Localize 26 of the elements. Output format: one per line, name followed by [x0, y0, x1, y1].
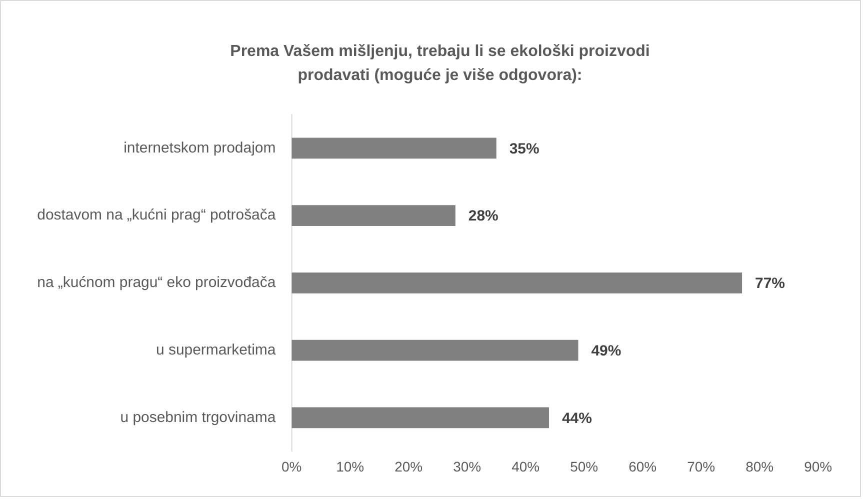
bar	[292, 205, 456, 226]
x-tick-label: 70%	[687, 458, 716, 475]
x-tick-label: 80%	[746, 458, 774, 475]
y-tick-label: u supermarketima	[156, 341, 276, 358]
data-label: 77%	[755, 275, 785, 292]
x-tick-label: 0%	[282, 458, 302, 475]
data-label: 44%	[562, 410, 592, 427]
data-label: 49%	[591, 342, 622, 360]
bar	[292, 407, 550, 428]
bar	[292, 272, 742, 294]
x-tick-label: 60%	[628, 458, 657, 475]
y-tick-label: u posebnim trgovinama	[120, 408, 276, 426]
x-tick-label: 20%	[394, 458, 423, 475]
y-tick-label: internetskom prodajom	[124, 139, 276, 156]
bar	[292, 138, 496, 159]
data-label: 35%	[509, 140, 540, 158]
y-tick-label: dostavom na „kućni prag“ potrošača	[37, 206, 276, 224]
x-tick-label: 30%	[453, 458, 482, 475]
x-tick-label: 50%	[570, 458, 598, 475]
x-tick-label: 40%	[512, 458, 540, 475]
chart-title: Prema Vašem mišljenju, trebaju li se ekološki proizvodi prodavati (moguće je više odgovora):	[229, 42, 651, 86]
y-tick-label: na „kućnom pragu“ eko proizvođača	[37, 274, 276, 292]
x-tick-label: 90%	[804, 458, 832, 475]
data-label: 28%	[468, 208, 498, 225]
x-tick-label: 10%	[336, 458, 364, 475]
bar	[292, 340, 578, 361]
